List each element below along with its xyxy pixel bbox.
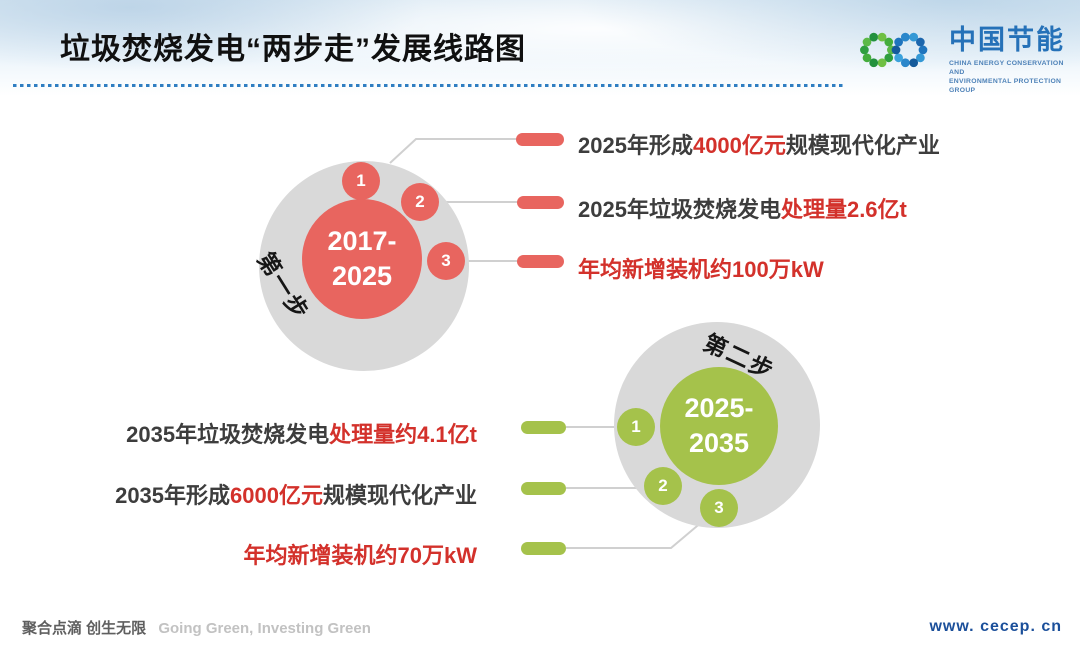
step2-item-3-highlight: 年均新增装机约70万kW [243,543,477,568]
step1-item-1: 2025年形成4000亿元规模现代化产业 [578,128,940,160]
step2-item-3: 年均新增装机约70万kW [60,538,477,570]
logo-name: 中国节能 [948,25,1065,55]
step1-pill-2 [517,196,564,209]
step1-item-2: 2025年垃圾焚烧发电处理量2.6亿t [578,192,907,224]
step2-badge-2: 2 [644,467,682,505]
step1-pill-1 [516,133,564,146]
step2-badge-1: 1 [617,408,655,446]
logo: 中国节能 CHINA ENERGY CONSERVATION AND ENVIR… [850,18,1080,95]
footer-slogan-en: Going Green, Investing Green [158,620,371,637]
step2-item-2: 2035年形成6000亿元规模现代化产业 [60,478,477,510]
step1-badge-1: 1 [342,162,380,200]
page-title: 垃圾焚烧发电“两步走”发展线路图 [60,33,526,66]
step2-item-1-text: 2035年垃圾焚烧发电 [126,422,330,447]
step2-pill-2 [521,482,566,495]
step1-badge-2: 2 [401,183,439,221]
step2-period-circle: 2025- 2035 [660,367,778,485]
header-sky-background [0,0,1080,96]
step1-pill-3 [517,255,564,268]
step1-period-line2: 2025 [331,261,393,291]
footer-slogan: 聚合点滴 创生无限 Going Green, Investing Green [22,617,371,638]
logo-subtitle-line2: ENVIRONMENTAL PROTECTION GROUP [948,78,1062,95]
footer-slogan-zh: 聚合点滴 创生无限 [22,620,147,637]
header-divider [13,84,843,87]
logo-subtitle-line1: CHINA ENERGY CONSERVATION AND [948,59,1064,76]
step1-item-3: 年均新增装机约100万kW [578,252,824,284]
step1-period-line1: 2017- [327,225,397,256]
step2-period-line2: 2035 [688,428,750,458]
step1-badge-3: 3 [427,242,465,280]
step2-badge-3: 3 [700,489,738,527]
step1-period-circle: 2017- 2025 [302,199,422,319]
step2-item-2-text: 2035年形成 [115,483,231,508]
step2-item-2-highlight: 6000亿元 [230,483,323,508]
step2-item-1-highlight: 处理量约4.1亿t [329,422,477,447]
step1-item-2-highlight: 处理量2.6亿t [780,197,907,222]
step2-item-1: 2035年垃圾焚烧发电处理量约4.1亿t [60,417,477,449]
footer-url[interactable]: www. cecep. cn [929,618,1062,635]
step1-item-3-highlight: 年均新增装机约100万kW [578,257,824,282]
step2-pill-3 [521,542,566,555]
step2-period-line1: 2025- [684,392,754,423]
step1-item-1-tail: 规模现代化产业 [785,133,940,158]
step1-item-1-highlight: 4000亿元 [692,133,786,158]
logo-subtitle: CHINA ENERGY CONSERVATION AND ENVIRONMEN… [949,59,1080,96]
step2-item-2-tail: 规模现代化产业 [322,483,477,508]
logo-rings-icon [860,32,928,68]
step1-item-1-text: 2025年形成 [578,133,693,158]
logo-text: 中国节能 CHINA ENERGY CONSERVATION AND ENVIR… [949,18,1080,95]
step1-item-2-text: 2025年垃圾焚烧发电 [578,197,781,222]
step2-pill-1 [521,421,566,434]
